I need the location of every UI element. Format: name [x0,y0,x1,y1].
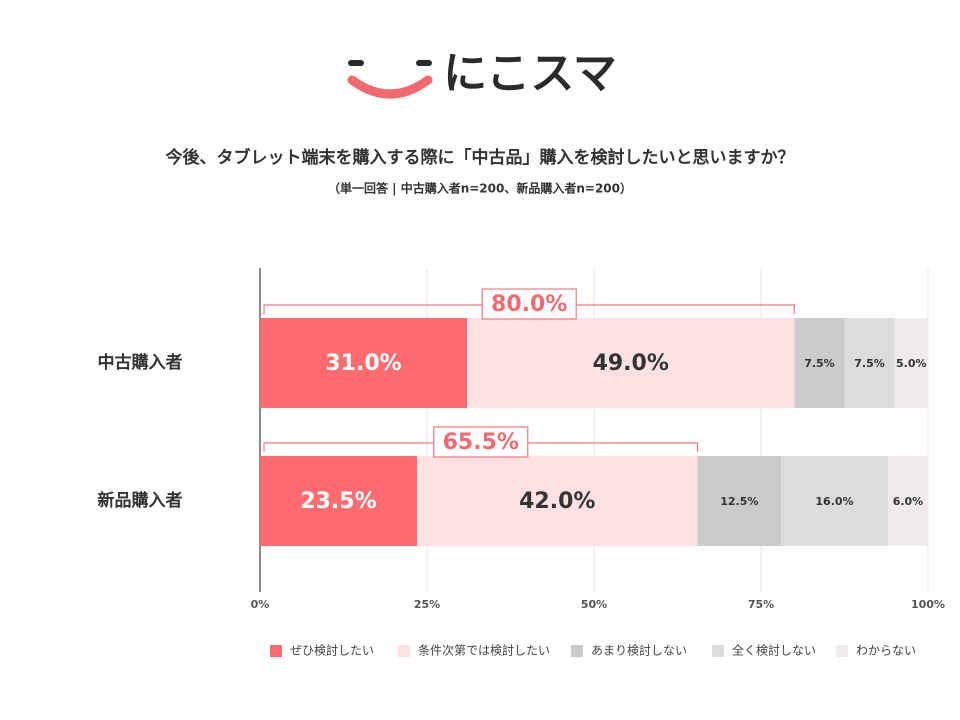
bar-segment [697,456,782,546]
legend-label: あまり検討しない [591,643,687,658]
value-label: 42.0% [519,489,595,514]
value-label: 16.0% [815,495,853,508]
legend-swatch [398,645,410,657]
value-label: 12.5% [720,495,758,508]
legend-label: わからない [856,644,916,658]
value-label: 5.0% [896,357,927,370]
annotation-box [433,426,529,458]
annotation-label: 80.0% [491,292,567,317]
bar-segment [416,456,698,546]
x-tick-label: 0% [251,598,270,611]
value-label: 7.5% [854,357,885,370]
logo-text: にこスマ [443,48,617,99]
x-tick-label: 75% [748,598,774,611]
bar-segment [844,318,895,408]
category-label: 新品購入者 [98,490,183,511]
value-label: 6.0% [893,495,924,508]
x-tick-label: 50% [581,598,607,611]
bar-segment [781,456,888,546]
legend-swatch [270,645,282,657]
value-label: 23.5% [300,489,376,514]
x-tick-label: 100% [911,598,945,611]
bar-segment [467,318,795,408]
annotation-label: 65.5% [443,430,519,455]
bar-segment [260,456,417,546]
legend-swatch [836,645,848,657]
legend-label: ぜひ検討したい [290,643,374,658]
value-label: 7.5% [804,357,835,370]
bar-segment [260,318,468,408]
chart-subtitle: （単一回答 | 中古購入者n=200、新品購入者n=200） [328,181,632,196]
value-label: 49.0% [593,351,669,376]
x-tick-label: 25% [414,598,440,611]
bar-segment [794,318,845,408]
category-label: 中古購入者 [98,352,183,373]
chart-title: 今後、タブレット端末を購入する際に「中古品」購入を検討したいと思いますか？ [166,147,795,168]
logo-mark [347,60,433,99]
annotation-box [481,288,577,320]
legend-swatch [571,645,583,657]
legend-label: 条件次第では検討したい [418,643,550,658]
legend-label: 全く検討しない [732,643,816,658]
bar-segment [894,318,928,408]
value-label: 31.0% [325,351,401,376]
legend-swatch [712,645,724,657]
bar-segment [887,456,928,546]
